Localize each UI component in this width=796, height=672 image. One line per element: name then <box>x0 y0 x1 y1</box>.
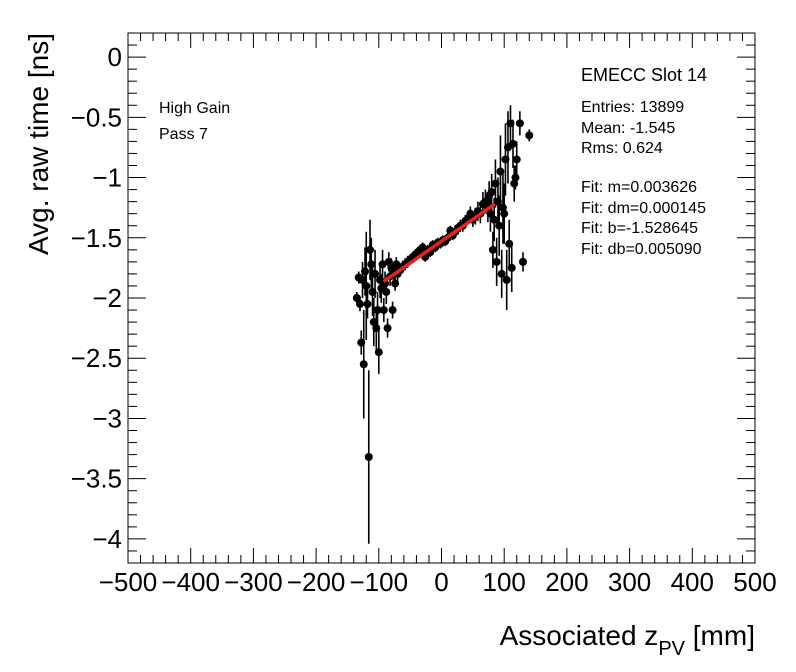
data-point <box>352 294 361 302</box>
data-point <box>487 188 496 196</box>
data-point <box>515 119 524 128</box>
data-point <box>481 197 490 206</box>
data-point <box>501 155 510 164</box>
y-axis-title: Avg. raw time [ns] <box>23 33 54 255</box>
chart-title: EMECC Slot 14 <box>581 65 707 85</box>
data-point <box>388 306 397 315</box>
stat-rms: Rms: 0.624 <box>581 140 663 157</box>
fit-b: Fit: b=-1.528645 <box>581 220 698 237</box>
data-point <box>382 287 391 296</box>
gain-label: High Gain <box>159 100 230 117</box>
y-tick-label: −3.5 <box>71 464 122 494</box>
x-tick-label: 0 <box>434 567 448 597</box>
data-point <box>366 245 375 254</box>
data-point <box>367 260 376 269</box>
data-point <box>510 179 519 188</box>
fit-db: Fit: db=0.005090 <box>581 241 702 258</box>
x-tick-label: 400 <box>671 567 714 597</box>
y-tick-label: −3 <box>92 403 122 433</box>
data-point <box>381 279 390 288</box>
y-tick-label: −2 <box>92 283 122 313</box>
data-point <box>358 275 367 284</box>
data-point <box>364 453 373 461</box>
fit-m: Fit: m=0.003626 <box>581 179 697 196</box>
fit-line <box>382 202 496 283</box>
stat-mean: Mean: -1.545 <box>581 120 675 137</box>
stat-entries: Entries: 13899 <box>581 99 684 116</box>
data-point <box>391 279 400 288</box>
x-tick-label: −500 <box>99 567 158 597</box>
data-point <box>384 257 393 266</box>
data-point <box>495 221 504 230</box>
data-point <box>355 300 364 309</box>
error-bars <box>353 105 533 544</box>
x-tick-label: 500 <box>733 567 776 597</box>
data-point <box>378 260 387 269</box>
data-point <box>374 348 383 357</box>
data-point <box>373 306 382 315</box>
data-point <box>519 257 528 266</box>
x-tick-label: −200 <box>287 567 346 597</box>
data-point <box>502 275 511 284</box>
data-point <box>363 300 372 309</box>
data-point <box>362 281 371 290</box>
y-axis-tick-labels: 0 −0.5 −1 −1.5 −2 −2.5 −3 −3.5 −4 <box>71 42 122 554</box>
x-tick-label: 100 <box>483 567 526 597</box>
x-tick-label: −100 <box>350 567 409 597</box>
data-point <box>497 269 506 278</box>
pass-label: Pass 7 <box>159 126 208 143</box>
x-axis-title: Associated zPV [mm] <box>500 620 755 660</box>
data-point <box>492 257 501 266</box>
data-point <box>500 209 509 218</box>
data-point <box>392 260 401 269</box>
data-point <box>361 267 370 276</box>
data-point <box>368 287 377 296</box>
data-point <box>498 203 507 212</box>
data-point <box>491 179 500 188</box>
data-point <box>357 338 366 347</box>
data-point <box>512 155 521 164</box>
fit-line-group <box>382 202 496 283</box>
y-tick-label: 0 <box>108 42 122 72</box>
data-point <box>525 131 534 140</box>
x-tick-label: −400 <box>161 567 220 597</box>
data-point <box>371 269 380 278</box>
x-tick-label: −300 <box>224 567 283 597</box>
data-point <box>508 139 517 148</box>
y-tick-label: −1 <box>92 163 122 193</box>
data-point <box>507 263 516 272</box>
data-point <box>488 245 497 254</box>
x-axis-tick-labels: −500 −400 −300 −200 −100 0 100 200 300 400 500 <box>99 567 777 597</box>
data-point <box>369 318 378 327</box>
y-tick-label: −2.5 <box>71 343 122 373</box>
data-point <box>383 324 392 333</box>
data-point <box>496 167 505 176</box>
y-tick-label: −0.5 <box>71 102 122 132</box>
data-point <box>506 119 515 128</box>
y-tick-label: −1.5 <box>71 223 122 253</box>
x-tick-label: 200 <box>545 567 588 597</box>
data-point <box>505 239 514 248</box>
data-point <box>379 306 388 315</box>
data-point <box>511 173 520 182</box>
data-point <box>486 209 495 218</box>
x-tick-label: 300 <box>608 567 651 597</box>
data-point <box>359 360 368 369</box>
data-point <box>493 197 502 206</box>
data-point <box>372 324 381 333</box>
fit-dm: Fit: dm=0.000145 <box>581 200 706 217</box>
y-tick-label: −4 <box>92 524 122 554</box>
y-axis-ticks <box>128 32 755 564</box>
data-point <box>490 215 499 224</box>
